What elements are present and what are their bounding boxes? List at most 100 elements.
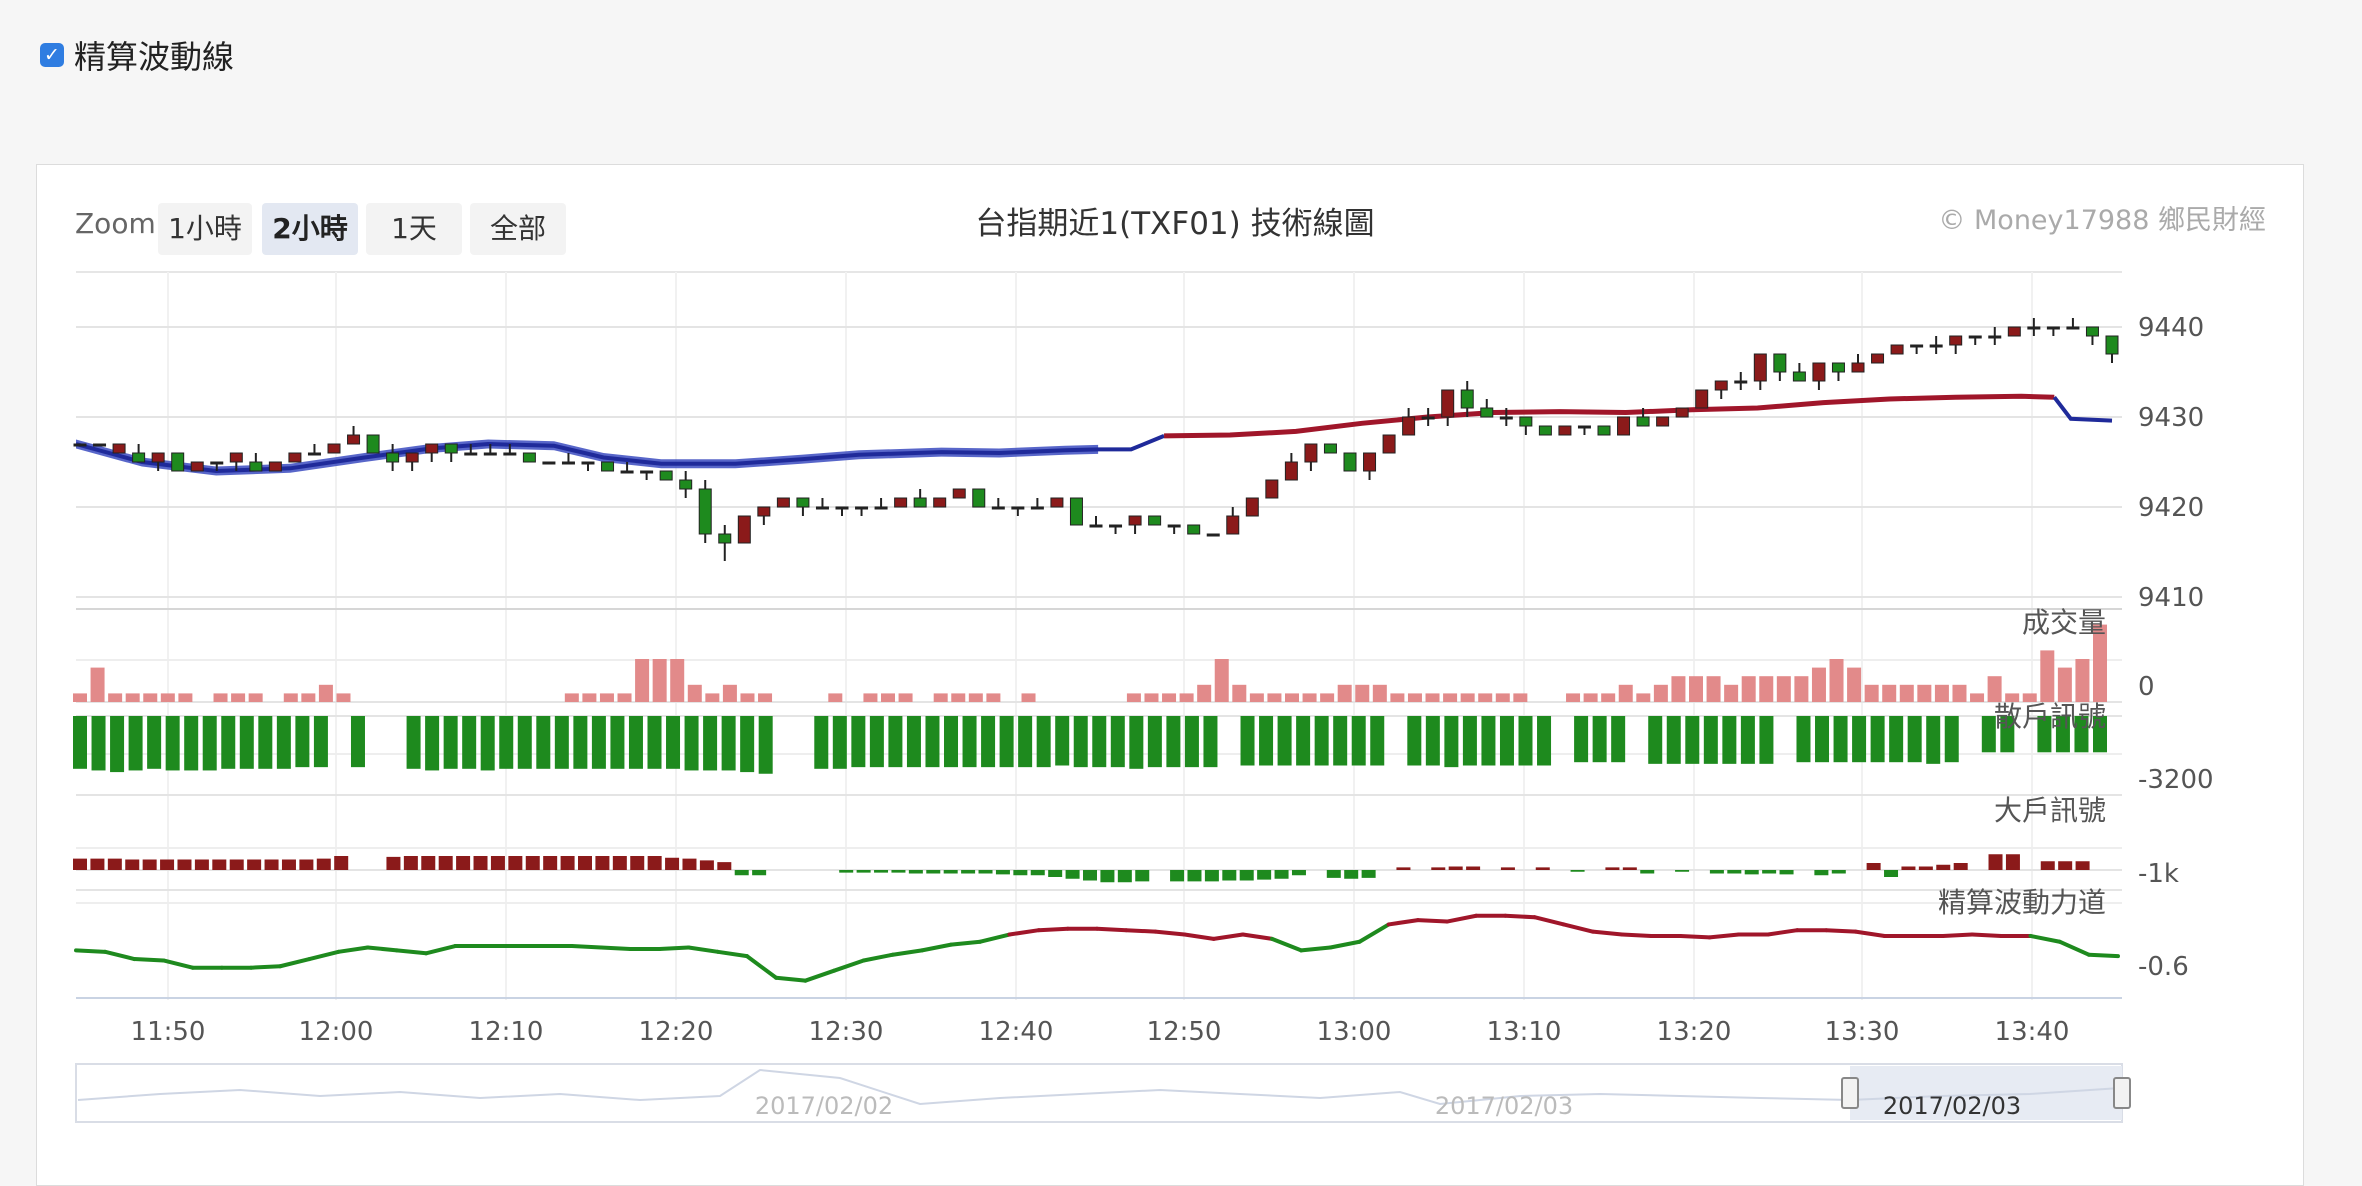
volume-bar-47 <box>898 693 913 702</box>
candle-body-77 <box>1577 425 1591 429</box>
retail-signal-bar-30 <box>628 716 643 769</box>
large-trader-signal-bar-66 <box>1222 870 1237 881</box>
large-trader-signal-bar-54 <box>1013 870 1028 876</box>
retail-signal-bar-20 <box>443 716 458 769</box>
retail-signal-bar-52 <box>1036 716 1051 768</box>
zoom-all-button[interactable]: 全部 <box>470 203 566 255</box>
retail-signal-bar-6 <box>184 716 199 771</box>
x-tick-label-9: 13:20 <box>1657 1017 1732 1047</box>
candle-body-15 <box>366 434 380 454</box>
power-segment-20 <box>657 945 691 951</box>
x-tick-label-4: 12:30 <box>809 1017 884 1047</box>
retail-signal-bar-106 <box>2037 716 2052 753</box>
candle-body-92 <box>1871 353 1885 364</box>
large-trader-signal-bar-44 <box>839 870 854 873</box>
large-trader-signal-bar-59 <box>1100 870 1115 883</box>
candle-body-90 <box>1831 362 1845 373</box>
retail-signal-bar-55 <box>1092 716 1107 768</box>
retail-signal-bar-95 <box>1833 716 1848 763</box>
candle-body-101 <box>2046 326 2060 330</box>
candle-body-2 <box>112 443 126 454</box>
candle-body-95 <box>1929 344 1943 348</box>
candle-body-53 <box>1109 524 1123 528</box>
power-segment-26 <box>832 958 866 973</box>
volume-bar-63 <box>1179 693 1194 702</box>
large-trader-signal-bar-9 <box>229 859 244 870</box>
volume-bar-52 <box>986 693 1001 702</box>
volume-bar-104 <box>1899 684 1914 702</box>
power-segment-47 <box>1445 913 1479 924</box>
large-trader-signal-bar-58 <box>1083 870 1097 881</box>
retail-signal-bar-69 <box>1351 716 1366 766</box>
volume-bar-3 <box>125 693 140 702</box>
retail-signal-bar-46 <box>925 716 940 768</box>
retail-signal-bar-15 <box>350 716 365 768</box>
large-trader-signal-bar-27 <box>543 856 558 870</box>
power-segment-21 <box>686 945 720 954</box>
power-segment-6 <box>249 964 283 970</box>
power-segment-32 <box>1007 928 1041 937</box>
volume-bar-61 <box>1144 693 1159 702</box>
volume-bar-71 <box>1320 693 1335 702</box>
navigator-handle-1[interactable] <box>2113 1077 2131 1109</box>
retail-signal-bar-49 <box>981 716 996 768</box>
retail-signal-bar-108 <box>2074 716 2089 753</box>
retail-signal-bar-4 <box>147 716 162 769</box>
technical-chart: 9440 9430 9420 9410 成交量 0 散戶訊號 -3200 大戶訊號 -1k 精算波動… <box>73 271 2214 1123</box>
checkbox-icon[interactable]: ✓ <box>40 43 64 67</box>
retail-signal-bar-5 <box>165 716 180 771</box>
volume-bar-13 <box>301 693 316 702</box>
candle-body-6 <box>190 461 204 472</box>
retail-signal-bar-97 <box>1870 716 1885 763</box>
volume-tick-label-0: 0 <box>2138 672 2155 702</box>
large-trader-signal-tick-label-0: -1k <box>2138 859 2179 889</box>
large-trader-signal-bar-79 <box>1448 866 1463 870</box>
power-segment-9 <box>336 945 370 954</box>
retail-signal-bar-64 <box>1259 716 1274 766</box>
price-tick-label-3: 9410 <box>2138 583 2204 613</box>
power-segment-30 <box>949 939 983 947</box>
large-trader-signal-bar-104 <box>1884 870 1899 877</box>
power-segment-52 <box>1590 929 1625 937</box>
candle-body-0 <box>73 443 87 447</box>
candle-body-81 <box>1656 416 1670 427</box>
zoom-2h-button[interactable]: 2小時 <box>262 203 358 255</box>
navigator-handle-0[interactable] <box>1841 1077 1859 1109</box>
large-trader-signal-bar-11 <box>264 859 279 870</box>
volatility-line-toggle[interactable]: ✓ 精算波動線 <box>40 32 234 78</box>
volume-bar-32 <box>635 659 650 702</box>
retail-signal-title: 散戶訊號 <box>1994 700 2106 733</box>
power-segment-42 <box>1299 945 1333 953</box>
candle-body-98 <box>1988 335 2002 339</box>
candle-body-34 <box>737 515 751 544</box>
chart-panel <box>36 164 2304 1186</box>
candle-body-36 <box>776 497 790 508</box>
retail-signal-bar-77 <box>1499 716 1514 766</box>
zoom-1d-button[interactable]: 1天 <box>366 203 462 255</box>
large-trader-signal-bar-37 <box>717 862 732 870</box>
retail-signal-bar-74 <box>1444 716 1459 768</box>
zoom-1h-button[interactable]: 1小時 <box>158 203 252 255</box>
power-segment-39 <box>1211 932 1245 941</box>
retail-signal-bar-31 <box>647 716 662 769</box>
power-segment-35 <box>1095 926 1129 933</box>
volume-bar-54 <box>1021 693 1036 702</box>
volume-bar-74 <box>1372 684 1387 702</box>
large-trader-signal-bar-26 <box>525 856 540 870</box>
retail-signal-bar-109 <box>2093 716 2107 753</box>
large-trader-signal-bar-23 <box>473 856 488 870</box>
power-segment-58 <box>1765 928 1800 937</box>
power-segment-40 <box>1240 932 1275 941</box>
large-trader-signal-bar-103 <box>1866 863 1881 870</box>
candle-body-100 <box>2027 326 2041 330</box>
retail-signal-bar-73 <box>1425 716 1440 766</box>
power-segment-50 <box>1532 915 1566 927</box>
power-segment-65 <box>1970 932 2004 938</box>
candle-body-69 <box>1421 416 1435 420</box>
candle-body-91 <box>1851 362 1865 373</box>
candle-body-7 <box>210 461 224 465</box>
ma-band <box>76 439 1099 476</box>
volume-bar-111 <box>2022 693 2037 702</box>
retail-signal-bar-87 <box>1685 716 1700 764</box>
volume-bar-101 <box>1847 667 1862 702</box>
